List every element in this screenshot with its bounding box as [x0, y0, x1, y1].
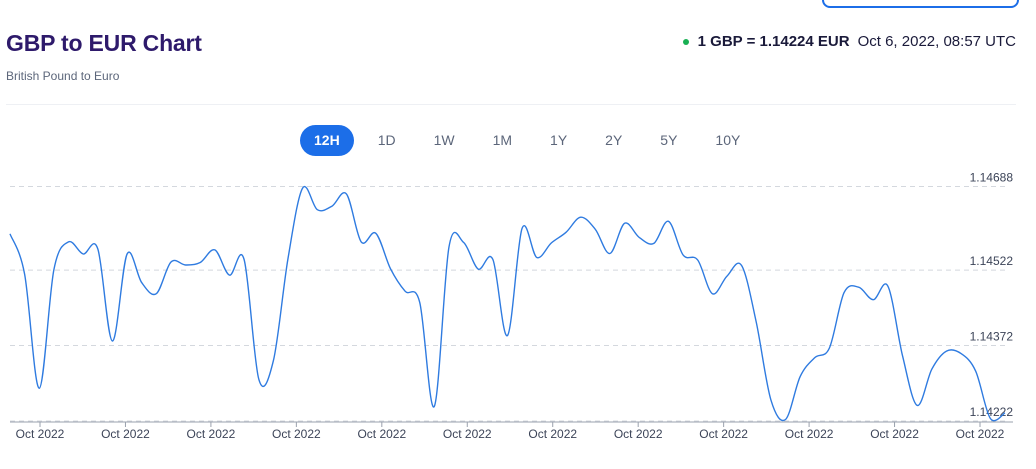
range-1y-button[interactable]: 1Y [550, 132, 568, 148]
range-12h-button[interactable]: 12H [300, 125, 354, 156]
current-rate: 1 GBP = 1.14224 EUR Oct 6, 2022, 08:57 U… [682, 33, 1016, 50]
x-tick-label: Oct 2022 [187, 427, 236, 441]
range-2y-button[interactable]: 2Y [605, 132, 623, 148]
range-5y-button[interactable]: 5Y [660, 132, 678, 148]
range-1d-button[interactable]: 1D [377, 132, 396, 148]
x-tick-label: Oct 2022 [614, 427, 663, 441]
x-tick-label: Oct 2022 [357, 427, 406, 441]
page-title: GBP to EUR Chart [6, 30, 202, 56]
x-tick-label: Oct 2022 [528, 427, 577, 441]
y-tick-label: 1.14372 [970, 330, 1014, 344]
y-tick-label: 1.14522 [970, 254, 1014, 268]
rate-value: 1 GBP = 1.14224 EUR [697, 33, 850, 50]
range-10y-button[interactable]: 10Y [715, 132, 741, 148]
x-tick-label: Oct 2022 [443, 427, 492, 441]
x-tick-label: Oct 2022 [785, 427, 834, 441]
y-tick-label: 1.14688 [970, 171, 1014, 185]
x-tick-label: Oct 2022 [16, 427, 65, 441]
rate-timestamp: Oct 6, 2022, 08:57 UTC [857, 33, 1016, 50]
range-1m-button[interactable]: 1M [492, 132, 513, 148]
live-status-dot [682, 38, 689, 45]
y-tick-label: 1.14222 [970, 405, 1014, 419]
x-tick-label: Oct 2022 [870, 427, 919, 441]
x-tick-label: Oct 2022 [101, 427, 150, 441]
x-tick-label: Oct 2022 [699, 427, 748, 441]
series-line [9, 185, 1006, 422]
x-tick-label: Oct 2022 [272, 427, 321, 441]
header-divider [6, 104, 1016, 105]
page-subtitle: British Pound to Euro [6, 69, 120, 83]
range-1w-button[interactable]: 1W [433, 132, 455, 148]
x-tick-label: Oct 2022 [956, 427, 1005, 441]
time-range-selector: 12H 1D 1W 1M 1Y 2Y 5Y 10Y [300, 125, 764, 156]
